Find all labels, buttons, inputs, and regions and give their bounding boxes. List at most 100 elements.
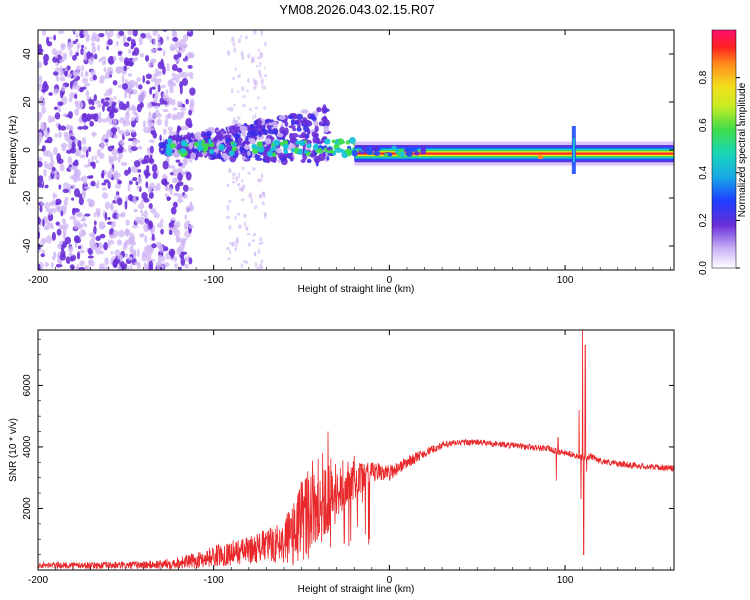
noise-speckle — [157, 47, 163, 51]
noise-speckle — [166, 196, 171, 202]
sparse-speckle — [233, 46, 237, 54]
sparse-speckle — [248, 192, 253, 199]
noise-speckle — [98, 33, 105, 38]
noise-speckle — [38, 263, 41, 270]
noise-speckle — [104, 30, 109, 36]
noise-speckle — [180, 125, 187, 131]
sparse-speckle — [243, 212, 245, 219]
noise-speckle — [104, 201, 111, 210]
sparse-speckle — [226, 215, 230, 220]
sparse-speckle — [254, 113, 257, 119]
band-highlight — [181, 140, 188, 147]
noise-speckle — [68, 253, 74, 257]
band-speckle — [251, 130, 259, 137]
noise-speckle — [151, 86, 156, 90]
noise-speckle — [141, 212, 145, 217]
noise-speckle — [172, 201, 178, 208]
sparse-speckle — [234, 66, 237, 72]
noise-speckle — [80, 86, 87, 90]
noise-speckle — [155, 185, 158, 192]
noise-speckle — [91, 155, 95, 163]
noise-speckle — [75, 32, 79, 39]
noise-speckle — [44, 261, 49, 268]
noise-speckle — [139, 53, 145, 58]
band-speckle — [190, 152, 196, 160]
noise-speckle — [94, 154, 97, 161]
noise-speckle — [73, 235, 80, 243]
noise-speckle — [174, 74, 180, 83]
noise-speckle — [72, 54, 77, 61]
band-highlight — [306, 143, 312, 149]
noise-speckle — [116, 212, 120, 221]
noise-speckle — [161, 255, 166, 262]
noise-speckle — [38, 216, 41, 225]
noise-speckle — [147, 62, 152, 69]
noise-speckle — [52, 71, 59, 76]
band-speckle — [247, 150, 251, 156]
band-highlight — [228, 150, 235, 157]
sparse-speckle — [236, 212, 241, 216]
noise-speckle — [43, 237, 47, 244]
noise-speckle — [41, 30, 47, 37]
noise-speckle — [41, 106, 47, 114]
colorbar-tick-label: 0.2 — [698, 213, 709, 227]
noise-speckle — [145, 181, 149, 189]
noise-speckle — [82, 222, 87, 227]
noise-speckle — [55, 201, 60, 206]
noise-speckle — [165, 89, 169, 95]
noise-speckle — [158, 70, 163, 77]
band-speckle — [254, 153, 259, 160]
sparse-speckle — [232, 241, 236, 247]
noise-speckle — [175, 49, 181, 53]
noise-speckle — [76, 100, 84, 110]
noise-speckle — [115, 41, 119, 47]
noise-speckle — [64, 68, 68, 72]
noise-speckle — [132, 224, 139, 229]
sparse-speckle — [261, 201, 265, 206]
noise-speckle — [186, 30, 192, 33]
band-speckle — [292, 127, 297, 132]
noise-speckle — [184, 263, 189, 269]
noise-speckle — [79, 31, 84, 39]
ridge-blob — [315, 149, 324, 154]
band-speckle — [265, 119, 274, 123]
band-speckle — [313, 120, 319, 127]
band-speckle — [242, 140, 251, 146]
noise-speckle — [130, 104, 136, 112]
band-speckle — [289, 155, 294, 162]
noise-speckle — [172, 225, 178, 233]
noise-speckle — [100, 141, 105, 151]
band-speckle — [265, 138, 272, 145]
sparse-speckle — [226, 183, 230, 187]
noise-speckle — [44, 201, 50, 210]
noise-speckle — [189, 204, 195, 212]
band-speckle — [220, 128, 225, 133]
noise-speckle — [168, 130, 173, 136]
noise-speckle — [57, 260, 63, 265]
noise-speckle — [95, 184, 99, 189]
noise-speckle — [184, 214, 188, 221]
sparse-speckle — [234, 247, 238, 252]
sparse-speckle — [253, 79, 256, 86]
noise-speckle — [176, 67, 183, 73]
noise-speckle — [58, 131, 63, 139]
noise-speckle — [182, 184, 189, 192]
noise-speckle — [69, 215, 77, 220]
sparse-speckle — [248, 107, 252, 112]
snr-xtick-label: -200 — [28, 575, 48, 586]
sparse-speckle — [237, 224, 242, 230]
sparse-speckle — [230, 36, 235, 43]
noise-speckle — [143, 93, 146, 99]
sparse-speckle — [240, 179, 244, 183]
noise-speckle — [182, 104, 186, 108]
noise-speckle — [44, 184, 49, 189]
ridge-blob — [373, 150, 381, 156]
noise-speckle — [143, 154, 150, 164]
noise-speckle — [145, 32, 151, 40]
noise-speckle — [46, 162, 54, 170]
noise-speckle — [180, 165, 186, 169]
noise-speckle — [85, 89, 90, 98]
noise-speckle — [169, 165, 176, 169]
noise-speckle — [56, 228, 62, 236]
noise-speckle — [73, 219, 79, 227]
